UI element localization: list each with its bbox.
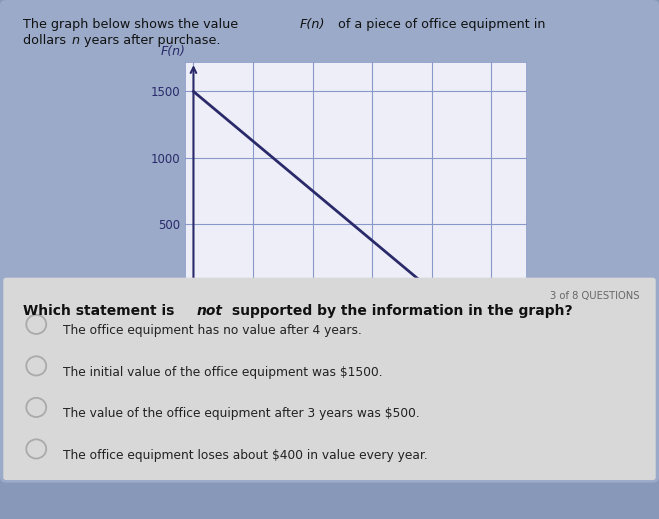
Text: F(n): F(n) [161, 45, 186, 58]
Text: Which statement is: Which statement is [23, 304, 175, 318]
Text: years after purchase.: years after purchase. [80, 34, 221, 47]
Text: The graph below shows the value: The graph below shows the value [23, 18, 243, 31]
Text: dollars: dollars [23, 34, 71, 47]
Text: not: not [196, 304, 222, 318]
Text: n: n [518, 315, 526, 327]
Text: F(n): F(n) [300, 18, 326, 31]
Text: The office equipment loses about $400 in value every year.: The office equipment loses about $400 in… [63, 449, 427, 462]
Text: supported by the information in the graph?: supported by the information in the grap… [227, 304, 573, 318]
Text: The office equipment has no value after 4 years.: The office equipment has no value after … [63, 324, 362, 337]
Text: The initial value of the office equipment was $1500.: The initial value of the office equipmen… [63, 366, 382, 379]
Text: n: n [71, 34, 79, 47]
Text: The value of the office equipment after 3 years was $500.: The value of the office equipment after … [63, 407, 419, 420]
Text: of a piece of office equipment in: of a piece of office equipment in [334, 18, 546, 31]
Text: 3 of 8 QUESTIONS: 3 of 8 QUESTIONS [550, 291, 639, 301]
Bar [185, 62, 527, 301]
